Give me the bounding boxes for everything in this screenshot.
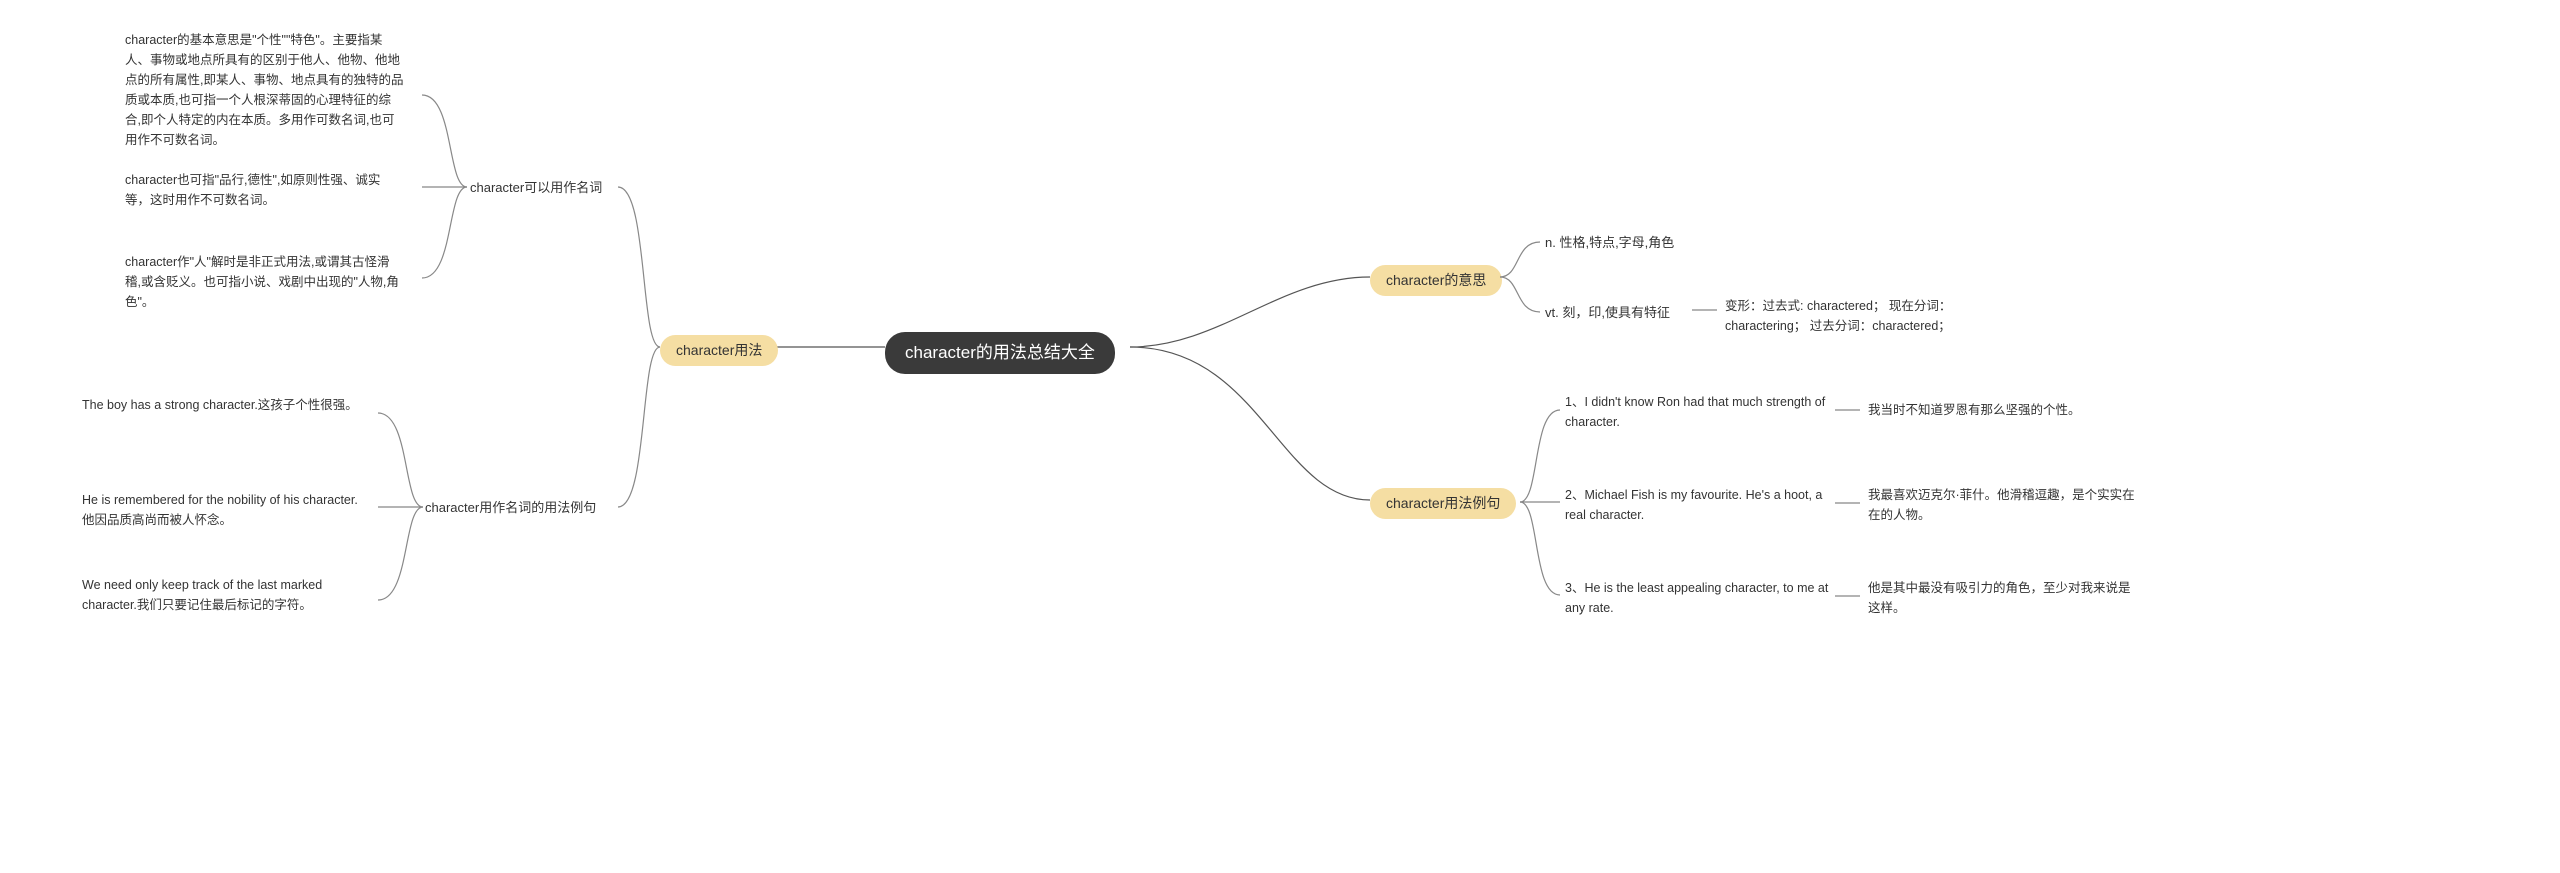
example-2-en-text: 2、Michael Fish is my favourite. He's a h… (1565, 488, 1822, 522)
dash-ex3 (1835, 591, 1863, 601)
branch-examples-label: character用法例句 (1386, 495, 1500, 511)
bracket-as-noun (412, 35, 472, 330)
example-3-zh-text: 他是其中最没有吸引力的角色，至少对我来说是这样。 (1868, 581, 2131, 615)
noun-ex-item-3-text: We need only keep track of the last mark… (82, 578, 322, 612)
example-3-en: 3、He is the least appealing character, t… (1565, 578, 1830, 618)
noun-ex-item-2: He is remembered for the nobility of his… (82, 490, 362, 530)
example-2-en: 2、Michael Fish is my favourite. He's a h… (1565, 485, 1830, 525)
root-label: character的用法总结大全 (905, 343, 1095, 362)
example-3-zh: 他是其中最没有吸引力的角色，至少对我来说是这样。 (1868, 578, 2138, 618)
bracket-examples (1520, 395, 1570, 610)
example-1-en-text: 1、I didn't know Ron had that much streng… (1565, 395, 1825, 429)
usage-noun-examples-label: character用作名词的用法例句 (425, 500, 596, 515)
meaning-noun-text: n. 性格,特点,字母,角色 (1545, 235, 1674, 250)
dash-ex1 (1835, 405, 1863, 415)
as-noun-item-2-text: character也可指"品行,德性",如原则性强、诚实等，这时用作不可数名词。 (125, 173, 380, 207)
root-node: character的用法总结大全 (885, 332, 1115, 374)
branch-meaning-label: character的意思 (1386, 272, 1486, 288)
meaning-verb: vt. 刻，印,使具有特征 (1545, 303, 1670, 323)
noun-ex-item-1: The boy has a strong character.这孩子个性很强。 (82, 395, 362, 415)
meaning-verb-text: vt. 刻，印,使具有特征 (1545, 305, 1670, 320)
branch-usage: character用法 (660, 335, 778, 366)
noun-ex-item-2-text: He is remembered for the nobility of his… (82, 493, 358, 527)
example-2-zh-text: 我最喜欢迈克尔·菲什。他滑稽逗趣，是个实实在在的人物。 (1868, 488, 2135, 522)
as-noun-item-1: character的基本意思是"个性""特色"。主要指某人、事物或地点所具有的区… (125, 30, 405, 150)
usage-as-noun-label: character可以用作名词 (470, 180, 602, 195)
usage-as-noun: character可以用作名词 (470, 178, 602, 198)
usage-noun-examples: character用作名词的用法例句 (425, 498, 596, 518)
dash-verb (1692, 305, 1722, 315)
noun-ex-item-1-text: The boy has a strong character.这孩子个性很强。 (82, 398, 358, 412)
noun-ex-item-3: We need only keep track of the last mark… (82, 575, 362, 615)
example-1-zh-text: 我当时不知道罗恩有那么坚强的个性。 (1868, 403, 2081, 417)
example-2-zh: 我最喜欢迈克尔·菲什。他滑稽逗趣，是个实实在在的人物。 (1868, 485, 2138, 525)
as-noun-item-2: character也可指"品行,德性",如原则性强、诚实等，这时用作不可数名词。 (125, 170, 405, 210)
example-1-en: 1、I didn't know Ron had that much streng… (1565, 392, 1830, 432)
bracket-usage (608, 175, 663, 520)
meaning-noun: n. 性格,特点,字母,角色 (1545, 233, 1674, 253)
meaning-verb-detail: 变形：过去式: charactered； 现在分词：charactering； … (1725, 296, 1995, 336)
branch-usage-label: character用法 (676, 342, 762, 358)
branch-meaning: character的意思 (1370, 265, 1502, 296)
as-noun-item-3: character作"人"解时是非正式用法,或谓其古怪滑稽,或含贬义。也可指小说… (125, 252, 405, 312)
example-1-zh: 我当时不知道罗恩有那么坚强的个性。 (1868, 400, 2081, 420)
as-noun-item-3-text: character作"人"解时是非正式用法,或谓其古怪滑稽,或含贬义。也可指小说… (125, 255, 399, 309)
as-noun-item-1-text: character的基本意思是"个性""特色"。主要指某人、事物或地点所具有的区… (125, 33, 403, 147)
branch-examples: character用法例句 (1370, 488, 1516, 519)
dash-ex2 (1835, 498, 1863, 508)
meaning-verb-detail-text: 变形：过去式: charactered； 现在分词：charactering； … (1725, 299, 1951, 333)
bracket-noun-examples (368, 395, 428, 620)
example-3-en-text: 3、He is the least appealing character, t… (1565, 581, 1828, 615)
